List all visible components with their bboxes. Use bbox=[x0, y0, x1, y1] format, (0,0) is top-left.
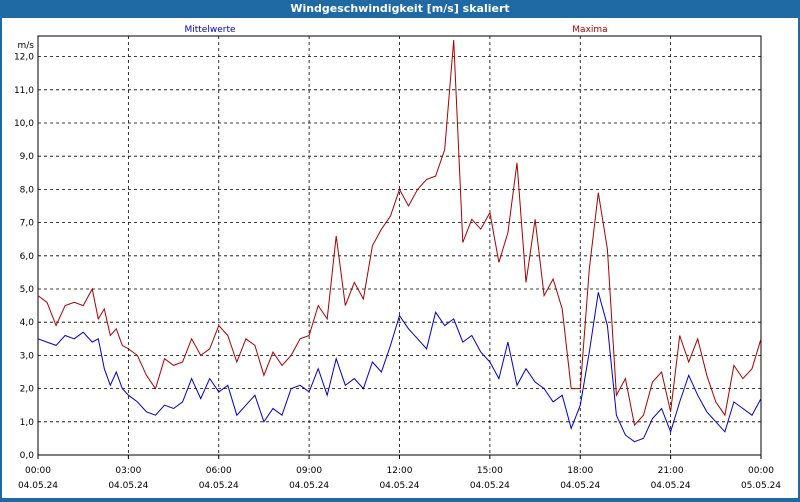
x-tick-date: 04.05.24 bbox=[18, 481, 58, 491]
x-tick-date: 04.05.24 bbox=[651, 481, 691, 491]
chart-area: 0,0 1,0 2,0 3,0 4,0 5,0 6,0 7,0 8,0 9,0 10,0 11,0 12… bbox=[2, 18, 798, 498]
y-tick-label: 10,0 bbox=[14, 119, 34, 129]
x-tick-time: 09:00 bbox=[296, 466, 322, 476]
y-tick-label: 1,0 bbox=[20, 418, 35, 428]
x-tick-time: 18:00 bbox=[567, 466, 593, 476]
x-tick-date: 04.05.24 bbox=[289, 481, 329, 491]
x-tick-date: 04.05.24 bbox=[560, 481, 600, 491]
y-tick-label: 12,0 bbox=[14, 53, 34, 63]
y-tick-label: 5,0 bbox=[20, 285, 35, 295]
x-tick-date: 04.05.24 bbox=[379, 481, 419, 491]
x-tick-time: 06:00 bbox=[206, 466, 232, 476]
x-tick-time: 00:00 bbox=[25, 466, 51, 476]
y-tick-label: 11,0 bbox=[14, 86, 34, 96]
y-tick-label: 0,0 bbox=[20, 451, 35, 461]
window-title: Windgeschwindigkeit [m/s] skaliert bbox=[0, 0, 800, 18]
x-tick-time: 15:00 bbox=[477, 466, 503, 476]
y-axis-label: m/s bbox=[18, 41, 35, 51]
series-line-mittelwerte bbox=[37, 292, 762, 443]
x-tick-time: 12:00 bbox=[387, 466, 413, 476]
legend-mittelwerte: Mittelwerte bbox=[184, 25, 235, 35]
y-tick-label: 6,0 bbox=[20, 252, 35, 262]
y-tick-label: 3,0 bbox=[20, 351, 35, 361]
x-tick-time: 21:00 bbox=[658, 466, 684, 476]
y-tick-label: 9,0 bbox=[20, 152, 35, 162]
x-tick-date: 04.05.24 bbox=[199, 481, 239, 491]
x-tick-date: 04.05.24 bbox=[108, 481, 148, 491]
y-tick-label: 2,0 bbox=[20, 385, 35, 395]
y-tick-label: 7,0 bbox=[20, 219, 35, 229]
x-tick-time: 03:00 bbox=[115, 466, 141, 476]
y-tick-label: 4,0 bbox=[20, 318, 35, 328]
x-tick-time: 00:00 bbox=[748, 466, 774, 476]
legend-maxima: Maxima bbox=[572, 25, 607, 35]
line-chart: 0,0 1,0 2,0 3,0 4,0 5,0 6,0 7,0 8,0 9,0 10,0 11,0 12… bbox=[14, 25, 781, 491]
y-tick-label: 8,0 bbox=[20, 185, 35, 195]
x-tick-date: 04.05.24 bbox=[470, 481, 510, 491]
series-line-maxima bbox=[37, 39, 762, 427]
x-tick-date: 05.05.24 bbox=[741, 481, 781, 491]
